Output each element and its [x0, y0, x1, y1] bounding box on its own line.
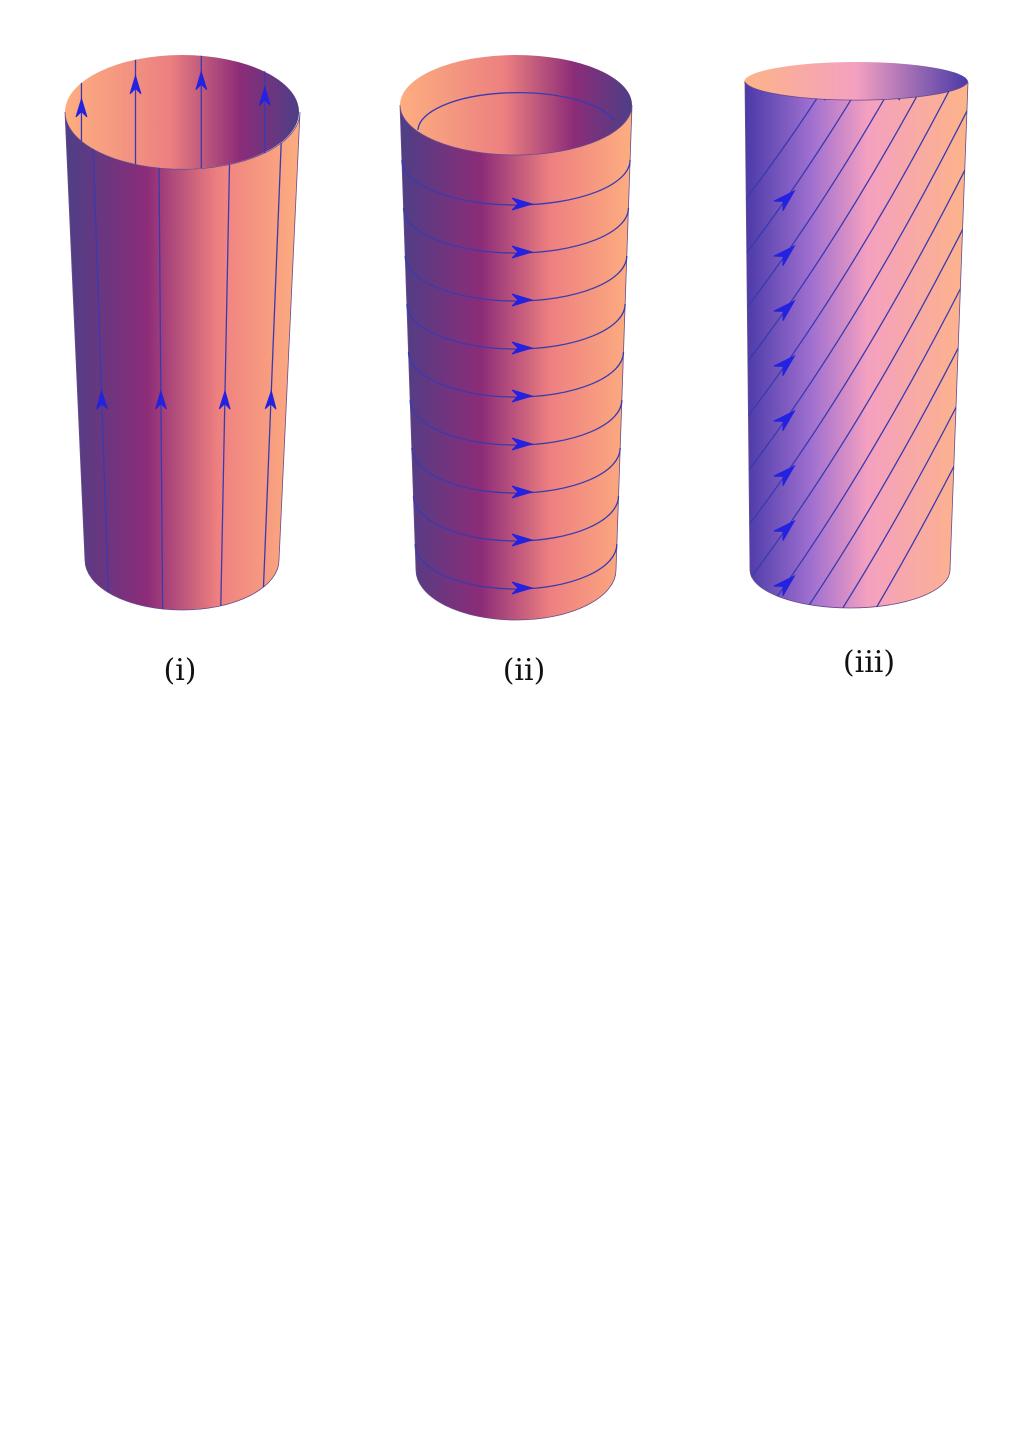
flow-line [745, 94, 968, 476]
panel-label: (ii) [503, 653, 546, 688]
flow-line [262, 142, 282, 588]
flow-line [745, 82, 968, 421]
arrowhead [195, 69, 208, 91]
arrowhead [773, 519, 796, 541]
panel-label: (iii) [843, 645, 895, 680]
arrowhead [773, 354, 796, 376]
flow-line [92, 149, 109, 593]
flow-line [407, 351, 625, 398]
arrowhead [264, 389, 277, 410]
arrowhead [511, 293, 534, 307]
flow-line [220, 164, 231, 606]
arrowhead [773, 409, 796, 431]
body [399, 104, 633, 621]
arrowhead [155, 389, 167, 410]
inner-line [417, 91, 615, 131]
cylinder-3 [744, 62, 969, 609]
flow-line [402, 207, 630, 254]
flow-line [404, 255, 628, 302]
flow-line [406, 303, 626, 350]
flow-line [745, 82, 968, 201]
flow-line [745, 82, 968, 366]
arrowhead [511, 437, 534, 451]
panel-label: (i) [163, 653, 196, 688]
arrowhead [511, 341, 534, 355]
flow-line [158, 167, 164, 609]
arrowhead [511, 389, 534, 403]
arrowhead [511, 581, 534, 595]
arrowhead [511, 533, 534, 547]
flow-line [745, 149, 968, 531]
arrowhead [75, 97, 88, 118]
cylinder-1 [64, 55, 301, 611]
opening [400, 55, 632, 155]
flow-line [745, 314, 968, 608]
flow-line [745, 369, 968, 608]
arrowhead [511, 245, 534, 259]
flow-line [409, 399, 623, 446]
opening [65, 55, 299, 169]
flow-line [401, 159, 631, 206]
arrowhead [258, 85, 271, 106]
flow-line [414, 543, 618, 590]
arrowhead [773, 299, 796, 321]
arrowhead [773, 244, 796, 266]
arrowhead [129, 74, 142, 95]
cylinder-2 [399, 55, 633, 621]
arrowhead [773, 464, 796, 486]
body [64, 111, 301, 611]
arrowhead [511, 197, 534, 211]
flow-line [745, 204, 968, 586]
opening [744, 62, 968, 102]
flow-line [411, 447, 621, 494]
flow-lines [75, 55, 282, 609]
flow-line [745, 82, 968, 311]
arrowhead [96, 389, 108, 410]
arrowhead [773, 574, 796, 596]
flow-lines [401, 159, 631, 595]
flow-line [412, 495, 620, 542]
arrowhead [218, 389, 231, 410]
arrowhead [773, 189, 796, 211]
arrowhead [511, 485, 534, 499]
flow-line [745, 424, 968, 608]
